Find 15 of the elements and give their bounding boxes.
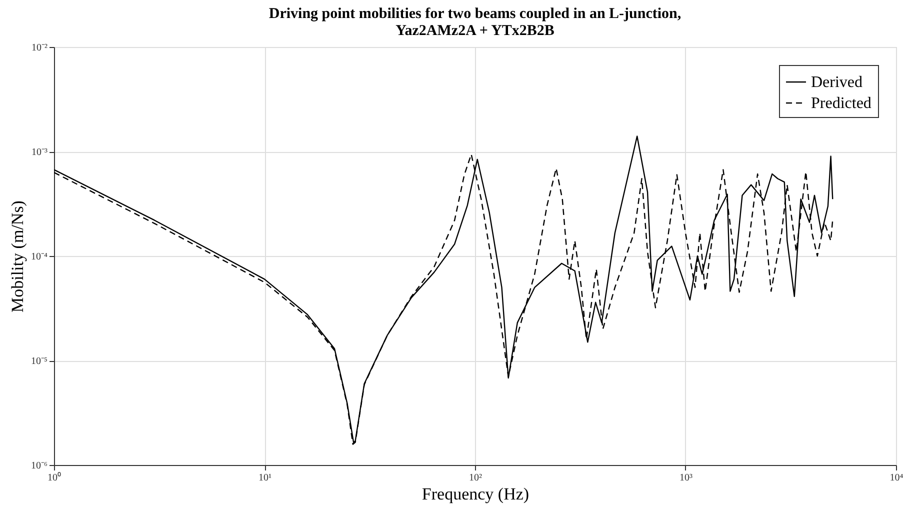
x-tick-label: 10⁴ bbox=[890, 472, 904, 484]
y-axis-title: Mobility (m/Ns) bbox=[8, 200, 28, 312]
y-tick-label: 10⁻² bbox=[32, 42, 48, 54]
y-tick-label: 10⁻⁵ bbox=[31, 356, 48, 367]
y-tick-label: 10⁻⁴ bbox=[31, 252, 48, 262]
x-tick-label: 10⁰ bbox=[48, 472, 62, 484]
x-tick-label: 10³ bbox=[680, 472, 692, 484]
chart-title: Driving point mobilities for two beams coupled in an L-junction, Yaz2AMz2A + YTx2B2B bbox=[268, 6, 682, 39]
x-tick-label: 10¹ bbox=[258, 472, 272, 484]
x-tick-label: 10² bbox=[469, 472, 482, 484]
y-tick-label: 10⁻⁶ bbox=[31, 460, 48, 472]
legend-label: Predicted bbox=[811, 95, 872, 112]
x-axis-title: Frequency (Hz) bbox=[422, 484, 530, 504]
legend-label: Derived bbox=[811, 74, 863, 91]
y-tick-label: 10⁻³ bbox=[32, 147, 48, 158]
